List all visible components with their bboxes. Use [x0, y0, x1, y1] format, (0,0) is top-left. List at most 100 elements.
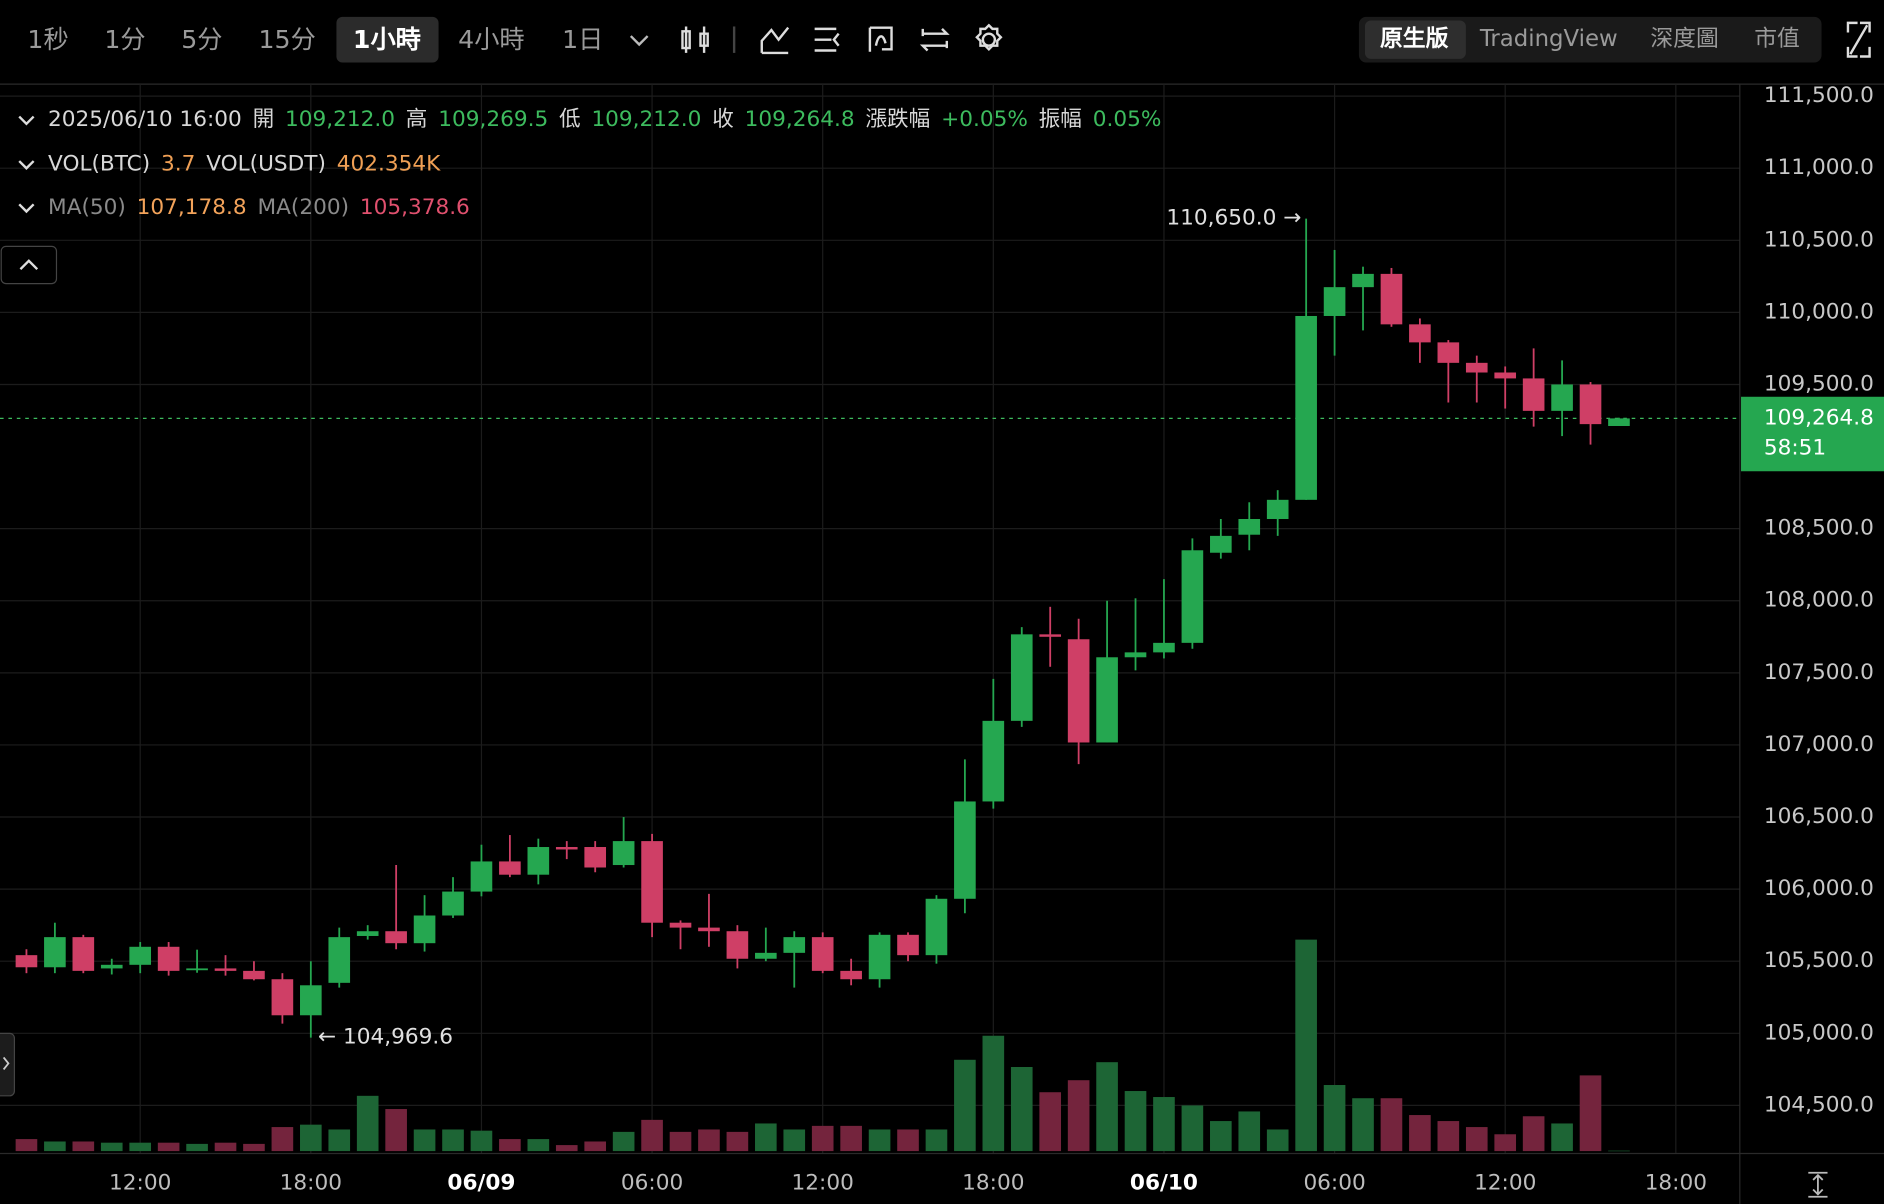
candle-body — [72, 937, 95, 971]
y-tick-label: 111,500.0 — [1764, 83, 1874, 108]
legend-item: 2025/06/10 16:00 — [48, 107, 242, 132]
volume-bar — [1608, 1150, 1630, 1152]
candle-body — [1608, 418, 1630, 426]
view-tab[interactable]: 市值 — [1754, 26, 1800, 52]
volume-bar — [157, 1142, 180, 1152]
volume-bar — [612, 1131, 635, 1152]
candle-body — [1010, 634, 1033, 721]
interval-tab[interactable]: 1分 — [104, 25, 145, 54]
x-tick-label: 06:00 — [1303, 1171, 1365, 1196]
volume-bar — [1295, 939, 1317, 1152]
volume-bar — [44, 1141, 66, 1152]
view-tab[interactable]: TradingView — [1479, 26, 1618, 52]
low-annotation: ← 104,969.6 — [318, 1025, 453, 1050]
fullscreen-icon[interactable] — [1846, 21, 1871, 58]
y-tick-label: 110,500.0 — [1764, 227, 1874, 252]
volume-bar — [811, 1125, 834, 1152]
candle-body — [214, 968, 237, 971]
y-tick-label: 107,000.0 — [1764, 732, 1874, 757]
volume-bar — [300, 1124, 322, 1152]
legend-item: VOL(BTC) — [48, 152, 150, 177]
volume-bar — [129, 1142, 152, 1152]
volume-bar — [1010, 1066, 1033, 1152]
interval-tab[interactable]: 1秒 — [27, 25, 68, 54]
swap-icon[interactable] — [919, 28, 950, 52]
interval-more[interactable] — [629, 35, 649, 47]
y-tick-label: 110,000.0 — [1764, 299, 1874, 324]
volume-bar — [356, 1095, 379, 1152]
legend-item: 105,378.6 — [360, 195, 470, 220]
plot-area — [0, 84, 1740, 1154]
indicator-icon[interactable] — [760, 26, 790, 55]
candle-body — [641, 841, 663, 923]
volume-bar — [954, 1059, 976, 1152]
candle-body — [1352, 273, 1374, 288]
candle-body — [1124, 652, 1147, 658]
candle-body — [783, 937, 806, 953]
settings-icon[interactable] — [975, 23, 1003, 51]
candle-body — [1465, 362, 1488, 373]
candle-body — [157, 946, 180, 971]
legend-item: 109,264.8 — [745, 107, 855, 132]
interval-tab[interactable]: 4小時 — [458, 25, 524, 54]
candle-body — [1522, 378, 1545, 411]
x-tick-label: 06:00 — [621, 1171, 683, 1196]
view-tab[interactable]: 原生版 — [1380, 25, 1449, 52]
candle-icon[interactable] — [681, 26, 709, 53]
volume-bar — [698, 1129, 720, 1152]
settings-icon-center — [981, 32, 997, 47]
legend-chevron — [18, 203, 35, 214]
volume-bar — [1210, 1121, 1232, 1152]
volume-bar — [1323, 1085, 1346, 1152]
candle-body — [15, 955, 38, 968]
draw-icon[interactable] — [868, 26, 893, 52]
volume-bar — [1096, 1062, 1118, 1152]
volume-bar — [470, 1130, 493, 1152]
selected-interval-bg — [336, 16, 439, 63]
collapse-button[interactable] — [0, 245, 58, 285]
x-tick-label: 06/09 — [447, 1171, 515, 1196]
toolbar: 1秒 1分 5分 15分 1小時 4小時 1日 原生版 TradingView 深度圖 市值 — [0, 16, 1884, 85]
high-annotation: 110,650.0 → — [1166, 206, 1301, 231]
collapse-icon — [19, 259, 39, 271]
volume-bar — [1067, 1080, 1090, 1152]
candle-body — [470, 861, 493, 892]
candle-body — [1096, 657, 1118, 743]
legend-item: 107,178.8 — [137, 195, 247, 220]
interval-tab[interactable]: 5分 — [181, 25, 222, 54]
legend-row: MA(50) 107,178.8 MA(200) 105,378.6 — [48, 195, 470, 220]
candle-body — [1153, 642, 1175, 653]
candle-body — [1067, 639, 1090, 743]
x-tick-label: 18:00 — [962, 1171, 1024, 1196]
view-tab[interactable]: 深度圖 — [1650, 26, 1718, 52]
y-tick-label: 104,500.0 — [1764, 1092, 1874, 1117]
interval-tab[interactable]: 15分 — [259, 25, 316, 54]
x-tick-label: 12:00 — [792, 1171, 854, 1196]
volume-bar — [726, 1131, 749, 1152]
legend-item: 109,212.0 — [591, 107, 701, 132]
legend-row: 2025/06/10 16:00 開 109,212.0 高 109,269.5 低 109… — [48, 107, 1161, 132]
volume-bar — [100, 1142, 123, 1152]
candle-body — [328, 937, 351, 983]
volume-bar — [641, 1119, 663, 1152]
volume-bar — [897, 1129, 919, 1152]
x-tick-label: 06/10 — [1130, 1171, 1198, 1196]
candle-body — [868, 934, 891, 980]
legend-item: 漲跌幅 — [865, 107, 930, 132]
interval-tab[interactable]: 1日 — [562, 25, 603, 54]
candle-body — [811, 937, 834, 971]
candle-body — [1409, 324, 1431, 343]
volume-bar — [1266, 1129, 1289, 1152]
y-tick-label: 111,000.0 — [1764, 155, 1874, 180]
countdown: 58:51 — [1764, 435, 1826, 460]
list-icon[interactable] — [814, 27, 840, 52]
interval-tab[interactable]: 1小時 — [353, 25, 421, 54]
legend-item: 高 — [406, 107, 428, 132]
volume-bar — [15, 1139, 38, 1152]
candle-body — [954, 801, 976, 899]
axis-scale-icon[interactable] — [1808, 1171, 1828, 1198]
volume-bar — [1437, 1121, 1460, 1152]
legend-chevron — [18, 115, 35, 126]
legend-item: VOL(USDT) — [206, 152, 326, 177]
volume-bar — [186, 1143, 208, 1152]
